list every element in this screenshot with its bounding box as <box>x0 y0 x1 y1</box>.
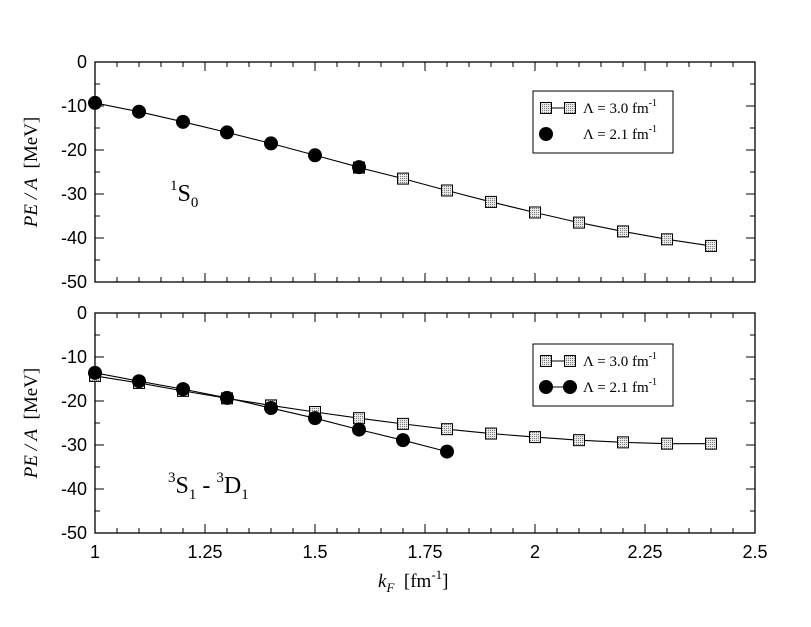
y-tick-label: -30 <box>61 184 87 204</box>
circle-point <box>440 444 454 459</box>
square-point <box>397 417 409 430</box>
square-point <box>661 233 673 246</box>
square-point <box>353 412 365 425</box>
y-axis-title: PE / A [MeV] <box>21 368 42 479</box>
legend-box <box>532 90 674 154</box>
series-circle <box>88 365 454 459</box>
circle-point <box>132 374 146 389</box>
x-tick-label: 1 <box>90 542 100 562</box>
square-point <box>573 434 585 447</box>
top-panel: 0 -10 -20 -30 -40 -50 PE / A [MeV] Λ = 3.0 fm-1… <box>21 52 756 292</box>
square-point <box>397 172 409 185</box>
circle-point <box>352 160 366 175</box>
circle-point <box>176 114 190 129</box>
circle-point <box>264 136 278 151</box>
square-point <box>529 431 541 444</box>
square-point <box>617 225 629 238</box>
circle-point <box>352 422 366 437</box>
circle-point <box>132 104 146 119</box>
square-point <box>617 436 629 449</box>
channel-label: 3S1 - 3D1 <box>168 470 249 503</box>
bottom-panel: 0 -10 -20 -30 -40 -501 1.25 1.5 1.75 2 2.25 2.5 PE /… <box>21 303 768 595</box>
y-tick-label: -10 <box>61 96 87 116</box>
legend-marker <box>539 127 553 141</box>
square-point <box>705 437 717 450</box>
x-tick-label: 1.75 <box>407 542 442 562</box>
circle-point <box>176 382 190 397</box>
circle-point <box>264 401 278 416</box>
square-point <box>573 216 585 229</box>
legend-label: Λ = 2.1 fm-1 <box>583 377 657 396</box>
legend-marker <box>563 380 577 394</box>
legend: Λ = 3.0 fm-1 Λ = 2.1 fm-1 <box>532 343 674 407</box>
y-tick-label: -40 <box>61 479 87 499</box>
legend-box <box>532 343 674 407</box>
y-tick-label: -50 <box>61 523 87 543</box>
circle-point <box>308 411 322 426</box>
square-point <box>441 184 453 197</box>
legend-marker <box>540 355 552 367</box>
legend-marker <box>539 380 553 394</box>
y-tick-label: -40 <box>61 228 87 248</box>
legend-marker <box>540 102 552 114</box>
y-tick-label: -20 <box>61 140 87 160</box>
legend-marker <box>564 102 576 114</box>
y-tick-label: -30 <box>61 435 87 455</box>
square-point <box>705 239 717 252</box>
circle-point <box>220 125 234 140</box>
x-tick-label: 1.5 <box>302 542 327 562</box>
square-point <box>441 423 453 436</box>
square-point <box>529 206 541 219</box>
y-axis-title: PE / A [MeV] <box>21 117 42 228</box>
y-tick-label: -20 <box>61 391 87 411</box>
series-square <box>353 161 717 252</box>
x-tick-label: 2.5 <box>742 542 767 562</box>
x-tick-label: 2 <box>530 542 540 562</box>
y-tick-label: -10 <box>61 347 87 367</box>
legend: Λ = 3.0 fm-1 Λ = 2.1 fm-1 <box>532 90 674 154</box>
square-point <box>485 195 497 208</box>
x-tick-label: 2.25 <box>627 542 662 562</box>
circle-point <box>396 433 410 448</box>
circle-point <box>220 390 234 405</box>
legend-label: Λ = 3.0 fm-1 <box>583 351 657 370</box>
x-tick-label: 1.25 <box>187 542 222 562</box>
circle-point <box>308 148 322 163</box>
legend-label: Λ = 3.0 fm-1 <box>583 98 657 117</box>
x-axis-title: kF [fm-1] <box>378 567 449 595</box>
series-circle <box>88 95 366 175</box>
channel-label: 1S0 <box>170 178 198 211</box>
legend-marker <box>564 355 576 367</box>
y-tick-label: 0 <box>77 303 87 323</box>
circle-point <box>88 95 102 110</box>
y-tick-label: 0 <box>77 52 87 72</box>
y-tick-label: -50 <box>61 272 87 292</box>
legend-label: Λ = 2.1 fm-1 <box>583 124 657 143</box>
square-point <box>485 427 497 440</box>
circle-point <box>88 365 102 380</box>
square-point <box>661 437 673 450</box>
